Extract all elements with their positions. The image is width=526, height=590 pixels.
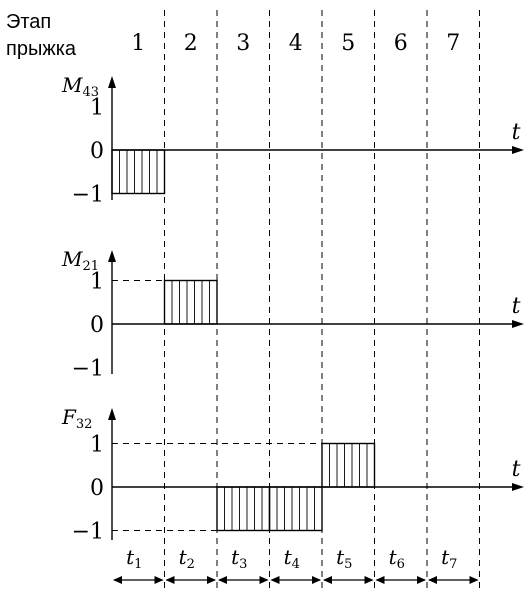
- value-bar: [163, 279, 218, 325]
- tick-label: 1: [90, 433, 104, 458]
- value-bar: [321, 442, 376, 488]
- value-axis-arrow: [108, 76, 116, 88]
- stage-number: 5: [341, 31, 355, 56]
- stage-number: 3: [236, 31, 250, 56]
- duration-label: t2: [179, 545, 195, 572]
- duration-label: t4: [284, 545, 300, 572]
- stage-number: 7: [446, 31, 460, 56]
- panel-f32: F32 t 1 0 −1: [61, 405, 524, 545]
- axis-name-m43: M43: [61, 73, 99, 100]
- header-line-2: прыжка: [6, 38, 77, 60]
- tick-label: 0: [90, 313, 104, 338]
- value-bar: [111, 149, 166, 195]
- duration-label: t7: [441, 545, 457, 572]
- stage-labels: 1 2 3 4 5 6 7: [131, 31, 460, 56]
- time-axis-arrow: [512, 483, 524, 491]
- time-axis-label: t: [512, 120, 521, 145]
- value-axis-arrow: [108, 408, 116, 420]
- duration-label: t5: [336, 545, 352, 572]
- value-axis-arrow: [108, 250, 116, 262]
- time-axis-label: t: [512, 457, 521, 482]
- duration-label: t3: [231, 545, 247, 572]
- tick-label: −1: [72, 357, 104, 382]
- tick-label: 1: [90, 270, 104, 295]
- stage-number: 4: [289, 31, 303, 56]
- time-axis-arrow: [512, 146, 524, 154]
- tick-label: −1: [72, 183, 104, 208]
- duration-arrow: [323, 576, 374, 584]
- time-axis-label: t: [512, 294, 521, 319]
- value-bar: [216, 486, 271, 532]
- duration-arrow: [428, 576, 479, 584]
- time-axis-arrow: [512, 320, 524, 328]
- axis-name-f32: F32: [61, 405, 92, 432]
- panel-m43: M43 t 1 0 −1: [61, 73, 524, 208]
- duration-arrow: [375, 576, 426, 584]
- tick-label: 0: [90, 476, 104, 501]
- value-bar: [268, 486, 323, 532]
- duration-arrow: [165, 576, 216, 584]
- duration-arrow: [218, 576, 269, 584]
- tick-label: 0: [90, 139, 104, 164]
- duration-label: t1: [126, 545, 142, 572]
- duration-arrow: [113, 576, 164, 584]
- tick-label: 1: [90, 96, 104, 121]
- duration-row: t1 t2 t3 t4 t5 t6 t7: [113, 545, 479, 584]
- stage-number: 2: [184, 31, 198, 56]
- axis-name-m21: M21: [61, 247, 99, 274]
- duration-label: t6: [389, 545, 405, 572]
- stage-number: 6: [394, 31, 408, 56]
- panel-m21: M21 t 1 0 −1: [61, 247, 524, 382]
- tick-label: −1: [72, 520, 104, 545]
- header-line-1: Этап: [6, 11, 51, 33]
- stage-number: 1: [131, 31, 145, 56]
- duration-arrow: [270, 576, 321, 584]
